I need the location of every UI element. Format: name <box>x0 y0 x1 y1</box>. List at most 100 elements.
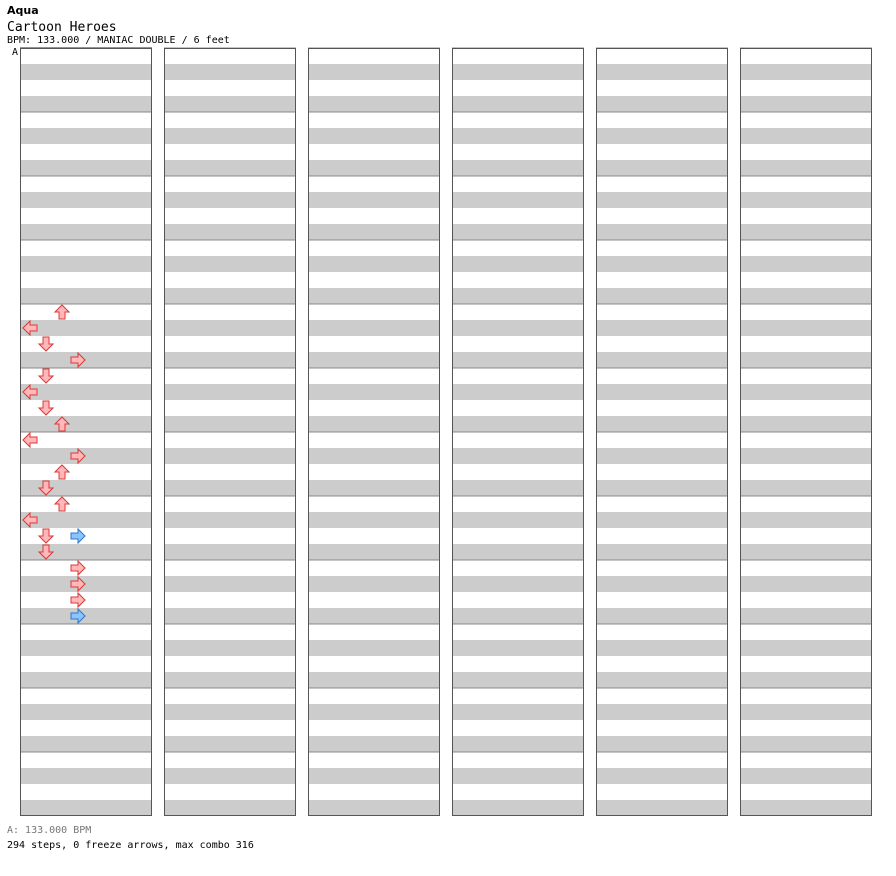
beat-stripe <box>596 272 728 288</box>
beat-stripe <box>452 784 584 800</box>
chart-column <box>308 47 440 816</box>
beat-stripe <box>20 336 152 352</box>
beat-stripe <box>164 48 296 64</box>
beat-stripe <box>308 128 440 144</box>
step-arrow <box>22 511 38 529</box>
beat-stripe <box>308 496 440 512</box>
beat-stripe <box>740 160 872 176</box>
beat-stripe <box>20 144 152 160</box>
step-arrow <box>70 559 86 577</box>
beat-stripe <box>20 224 152 240</box>
column-border <box>740 48 872 816</box>
step-arrow <box>70 527 86 545</box>
beat-stripe <box>452 80 584 96</box>
beat-stripe <box>596 672 728 688</box>
beat-stripe <box>20 704 152 720</box>
beat-stripe <box>596 224 728 240</box>
beat-stripe <box>452 256 584 272</box>
beat-stripe <box>164 768 296 784</box>
beat-stripe <box>308 160 440 176</box>
beat-stripe <box>164 480 296 496</box>
beat-stripe <box>740 304 872 320</box>
beat-stripe <box>740 128 872 144</box>
beat-stripe <box>308 704 440 720</box>
beat-stripe <box>740 672 872 688</box>
beat-stripe <box>740 368 872 384</box>
beat-stripe <box>452 384 584 400</box>
beat-stripe <box>308 112 440 128</box>
beat-stripe <box>452 528 584 544</box>
step-arrow <box>22 383 38 401</box>
beat-stripe <box>596 496 728 512</box>
beat-stripe <box>164 496 296 512</box>
step-arrow <box>37 336 55 352</box>
footer-stats: 294 steps, 0 freeze arrows, max combo 31… <box>7 840 254 851</box>
beat-stripe <box>308 96 440 112</box>
beat-stripe <box>308 656 440 672</box>
beat-stripe <box>20 448 152 464</box>
step-arrow <box>70 591 86 609</box>
beat-stripe <box>164 704 296 720</box>
beat-stripe <box>20 320 152 336</box>
beat-stripe <box>308 800 440 816</box>
beat-stripe <box>308 720 440 736</box>
beat-stripe <box>596 464 728 480</box>
beat-stripe <box>596 208 728 224</box>
beat-stripe <box>740 736 872 752</box>
beat-stripe <box>308 784 440 800</box>
beat-stripe <box>596 320 728 336</box>
beat-stripe <box>596 768 728 784</box>
beat-stripe <box>164 352 296 368</box>
beat-stripe <box>20 768 152 784</box>
beat-stripe <box>452 544 584 560</box>
beat-stripe <box>596 736 728 752</box>
beat-stripe <box>740 288 872 304</box>
beat-stripe <box>20 656 152 672</box>
chart-column <box>452 47 584 816</box>
step-arrow <box>70 447 86 465</box>
beat-stripe <box>596 144 728 160</box>
beat-stripe <box>20 800 152 816</box>
step-arrow <box>37 480 55 496</box>
beat-stripe <box>308 176 440 192</box>
beat-stripe <box>596 448 728 464</box>
beat-stripe <box>596 752 728 768</box>
beat-stripe <box>308 64 440 80</box>
beat-stripe <box>452 64 584 80</box>
beat-stripe <box>740 496 872 512</box>
beat-stripe <box>740 608 872 624</box>
beat-stripe <box>308 384 440 400</box>
beat-stripe <box>20 752 152 768</box>
beat-stripe <box>452 704 584 720</box>
beat-stripe <box>308 688 440 704</box>
chart-column <box>740 47 872 816</box>
beat-stripe <box>308 416 440 432</box>
beat-stripe <box>452 656 584 672</box>
beat-stripe <box>164 256 296 272</box>
beat-stripe <box>740 704 872 720</box>
beat-stripe <box>20 736 152 752</box>
beat-stripe <box>20 784 152 800</box>
beat-stripe <box>452 624 584 640</box>
beat-stripe <box>452 336 584 352</box>
beat-stripe <box>740 688 872 704</box>
beat-stripe <box>452 800 584 816</box>
beat-stripe <box>596 176 728 192</box>
beat-stripe <box>20 400 152 416</box>
beat-stripe <box>308 192 440 208</box>
beat-stripe <box>164 544 296 560</box>
beat-stripe <box>164 656 296 672</box>
beat-stripe <box>308 592 440 608</box>
beat-stripe <box>308 464 440 480</box>
step-arrow <box>53 416 71 432</box>
beat-stripe <box>740 640 872 656</box>
beat-stripe <box>20 288 152 304</box>
beat-stripe <box>308 560 440 576</box>
beat-stripe <box>20 496 152 512</box>
beat-stripe <box>452 608 584 624</box>
beat-stripe <box>740 576 872 592</box>
beat-stripe <box>164 160 296 176</box>
beat-stripe <box>452 192 584 208</box>
beat-stripe <box>740 432 872 448</box>
beat-stripe <box>452 512 584 528</box>
